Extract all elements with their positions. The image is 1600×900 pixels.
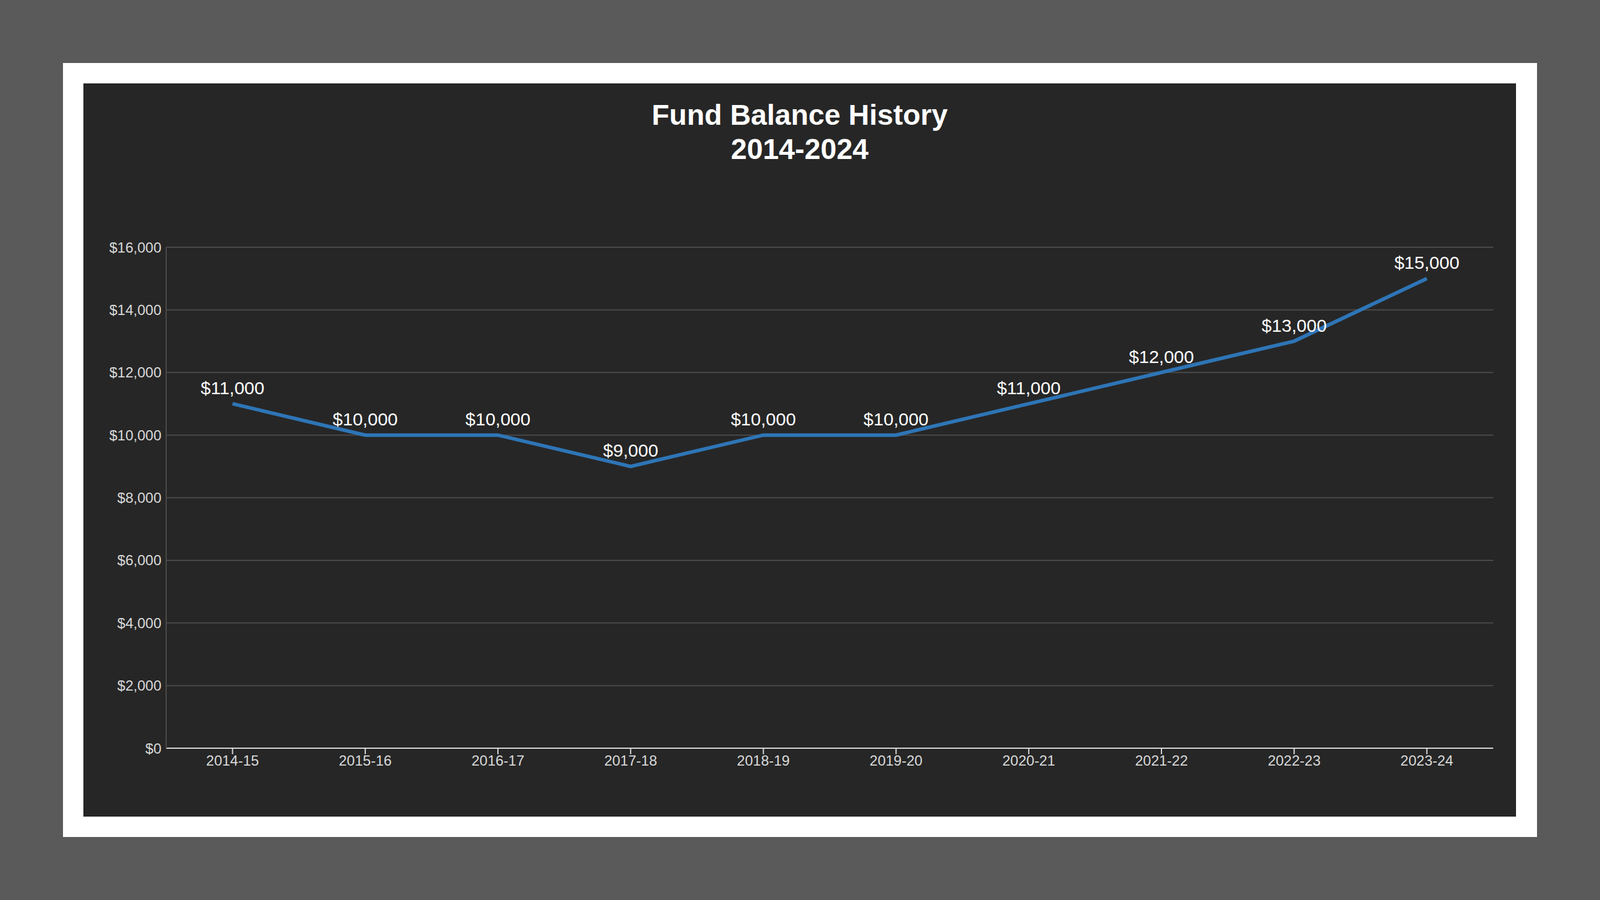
svg-text:2014-15: 2014-15 xyxy=(206,752,260,769)
svg-text:$6,000: $6,000 xyxy=(117,551,162,569)
svg-text:2021-22: 2021-22 xyxy=(1135,752,1188,769)
svg-text:$4,000: $4,000 xyxy=(117,614,162,632)
svg-text:$13,000: $13,000 xyxy=(1261,315,1327,336)
svg-text:$10,000: $10,000 xyxy=(465,409,531,429)
svg-text:2016-17: 2016-17 xyxy=(471,752,525,769)
svg-text:$0: $0 xyxy=(145,740,162,757)
svg-text:$12,000: $12,000 xyxy=(109,364,162,381)
svg-text:$14,000: $14,000 xyxy=(109,301,162,318)
svg-text:$15,000: $15,000 xyxy=(1394,252,1460,273)
svg-text:2017-18: 2017-18 xyxy=(604,752,657,769)
svg-text:$16,000: $16,000 xyxy=(109,239,162,256)
svg-text:$10,000: $10,000 xyxy=(332,409,398,429)
html-text:Fund Balance History: Fund Balance History xyxy=(651,98,948,131)
svg-text:$11,000: $11,000 xyxy=(997,377,1061,398)
svg-text:$9,000: $9,000 xyxy=(602,440,659,461)
svg-text:$2,000: $2,000 xyxy=(117,677,162,694)
svg-text:$10,000: $10,000 xyxy=(863,409,929,429)
svg-text:2022-23: 2022-23 xyxy=(1267,752,1321,769)
svg-text:2023-24: 2023-24 xyxy=(1400,752,1454,769)
svg-text:$10,000: $10,000 xyxy=(730,409,796,429)
svg-text:2020-21: 2020-21 xyxy=(1002,752,1056,769)
svg-text:$8,000: $8,000 xyxy=(117,489,162,506)
html-text:2014-2024: 2014-2024 xyxy=(730,133,869,165)
svg-text:$11,000: $11,000 xyxy=(200,377,264,398)
svg-text:2015-16: 2015-16 xyxy=(338,752,392,769)
svg-text:2018-19: 2018-19 xyxy=(736,752,790,769)
svg-text:$12,000: $12,000 xyxy=(1129,346,1194,367)
svg-text:$10,000: $10,000 xyxy=(109,427,162,444)
svg-text:2019-20: 2019-20 xyxy=(869,752,923,769)
